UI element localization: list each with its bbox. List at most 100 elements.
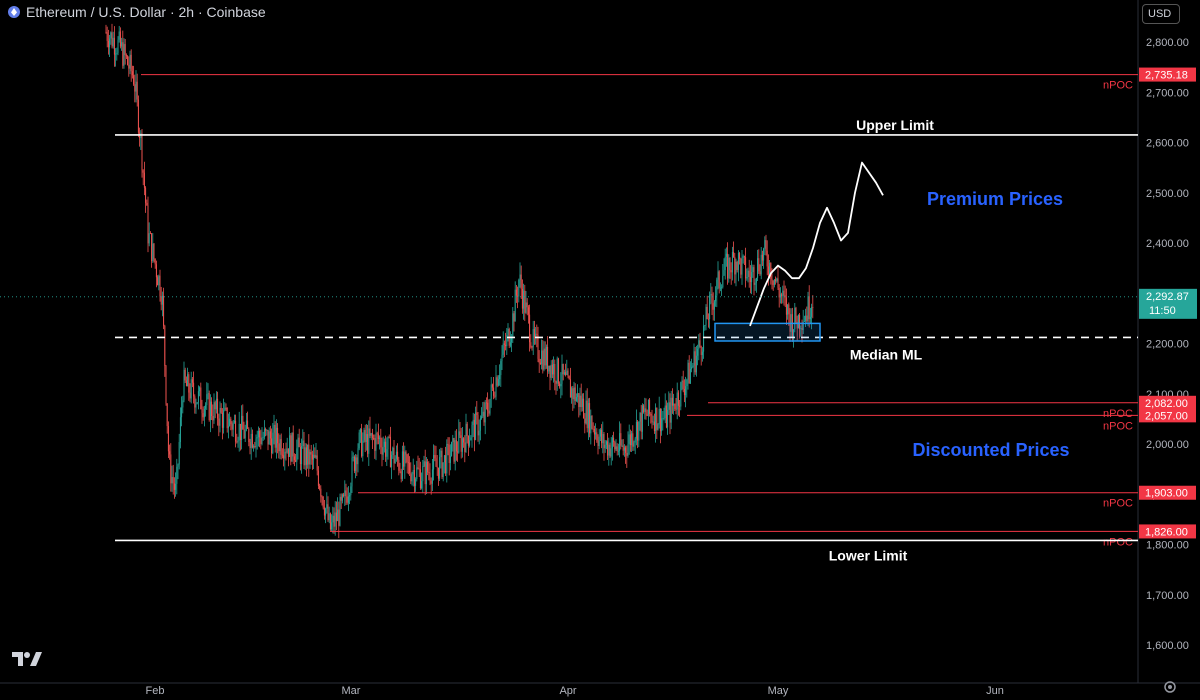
candle-body xyxy=(428,472,430,474)
candle-body xyxy=(723,270,725,276)
candle-body xyxy=(303,440,305,466)
candle-body xyxy=(608,444,610,456)
ethereum-icon xyxy=(8,6,20,18)
candle-body xyxy=(736,261,738,270)
candle-body xyxy=(711,294,713,304)
candle-body xyxy=(379,437,381,439)
npoc-tag: nPOC xyxy=(1103,536,1133,548)
candle-body xyxy=(663,418,665,419)
candle-body xyxy=(199,387,201,392)
current-price-badge xyxy=(1139,288,1197,319)
median-label: Median ML xyxy=(850,346,923,362)
candle-body xyxy=(422,466,424,482)
candle-body xyxy=(237,440,239,443)
candle-body xyxy=(321,496,323,498)
candle-body xyxy=(728,257,730,279)
candle-body xyxy=(593,429,595,435)
candle-body xyxy=(391,454,393,468)
candle-body xyxy=(241,415,243,440)
candle-body xyxy=(706,306,708,319)
price-tick-label: 1,700.00 xyxy=(1146,590,1189,602)
candle-body xyxy=(523,290,525,309)
candle-body xyxy=(669,402,671,423)
candle-body xyxy=(405,451,407,455)
candle-body xyxy=(659,408,661,432)
candle-body xyxy=(206,394,208,406)
candle-body xyxy=(431,469,433,484)
candle-body xyxy=(568,376,570,380)
candle-body xyxy=(561,363,563,384)
candle-body xyxy=(803,321,805,322)
candle-body xyxy=(629,434,631,446)
candle-body xyxy=(743,256,745,258)
candle-body xyxy=(781,294,783,297)
candle-body xyxy=(395,451,397,459)
candle-body xyxy=(613,437,615,443)
candle-body xyxy=(386,449,388,457)
candle-body xyxy=(214,402,216,410)
candle-body xyxy=(388,436,390,438)
candle-body xyxy=(620,433,622,446)
candle-body xyxy=(272,432,274,454)
candle-body xyxy=(645,408,647,415)
candle-body xyxy=(148,233,150,244)
candle-body xyxy=(513,313,515,322)
candle-body xyxy=(787,304,789,315)
candle-body xyxy=(479,418,481,431)
candle-body xyxy=(801,328,803,331)
currency-selector[interactable]: USD xyxy=(1142,4,1180,24)
candle-body xyxy=(677,392,679,406)
candle-body xyxy=(209,401,211,421)
candle-body xyxy=(301,445,303,465)
candle-body xyxy=(152,243,154,262)
candle-body xyxy=(617,450,619,452)
candle-body xyxy=(751,272,753,283)
candle-body xyxy=(602,433,604,444)
candle-body xyxy=(115,53,117,55)
candle-body xyxy=(267,429,269,445)
candle-body xyxy=(131,71,133,76)
candle-body xyxy=(449,456,451,463)
candle-body xyxy=(403,451,405,467)
candle-body xyxy=(397,451,399,460)
candle-body xyxy=(291,432,293,462)
candle-body xyxy=(538,358,540,363)
candle-body xyxy=(616,446,618,452)
candle-body xyxy=(536,333,538,335)
tradingview-logo-icon[interactable] xyxy=(12,650,42,668)
symbol-title[interactable]: Ethereum / U.S. Dollar · 2h · Coinbase xyxy=(26,4,266,20)
candle-body xyxy=(242,415,244,430)
candle-body xyxy=(328,513,330,521)
candle-body xyxy=(212,416,214,421)
candle-body xyxy=(245,420,247,430)
candle-body xyxy=(771,278,773,281)
candle-body xyxy=(539,362,541,365)
candle-body xyxy=(766,250,768,267)
candle-body xyxy=(812,307,814,309)
candle-body xyxy=(213,402,215,421)
candle-body xyxy=(509,342,511,346)
candle-body xyxy=(124,44,126,56)
candle-body xyxy=(484,402,486,423)
candle-body xyxy=(488,410,490,414)
candle-body xyxy=(460,435,462,452)
candle-body xyxy=(681,380,683,383)
candle-body xyxy=(367,434,369,454)
candle-body xyxy=(525,302,527,313)
candle-body xyxy=(427,461,429,473)
candle-body xyxy=(609,444,611,457)
candle-body xyxy=(137,99,139,133)
candle-body xyxy=(369,428,371,436)
gear-icon[interactable] xyxy=(1163,680,1177,694)
candle-body xyxy=(111,32,113,47)
candle-body xyxy=(797,314,799,329)
candle-body xyxy=(657,424,659,430)
candle-body xyxy=(800,328,802,330)
candle-body xyxy=(433,455,435,470)
candle-body xyxy=(769,262,771,275)
candle-body xyxy=(244,429,246,439)
candle-body xyxy=(221,412,223,428)
candle-body xyxy=(587,403,589,429)
candle-body xyxy=(338,509,340,526)
